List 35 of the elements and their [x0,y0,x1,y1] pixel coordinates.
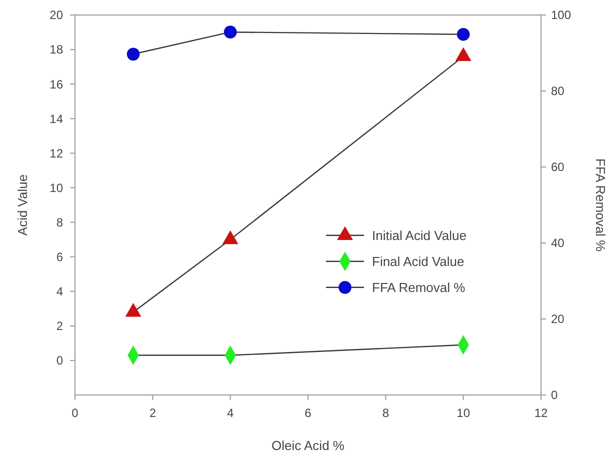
y-tick-label: 14 [50,112,64,126]
legend-label: Initial Acid Value [372,228,466,243]
y-axis-title: Acid Value [15,174,30,236]
y-tick-label: 2 [56,319,64,334]
y2-tick-label: 0 [551,388,558,402]
y2-axis-title: FFA Removal % [593,158,608,252]
y-tick-label: 8 [56,215,64,230]
y2-tick-label: 100 [551,8,572,22]
point [455,47,472,62]
y2-tick-label: 80 [551,84,565,98]
x-tick-label: 6 [304,406,312,420]
point [224,26,237,39]
x-tick-label: 4 [226,406,234,420]
y2-tick-label: 60 [551,160,565,174]
y-tick-label: 16 [50,77,64,92]
point [126,48,140,61]
y-tick-label: 0 [56,354,64,368]
y-tick-label: 10 [50,180,64,195]
x-axis-title: Oleic Acid % [272,438,345,453]
y2-tick-label: 40 [551,236,565,250]
legend-label: FFA Removal % [372,280,466,295]
point [222,230,238,244]
y-tick-label: 6 [56,250,64,264]
point [456,28,470,41]
legend-label: Final Acid Value [372,254,464,269]
y-tick-label: 18 [50,42,64,57]
y2-tick-label: 20 [551,312,565,326]
y-tick-label: 4 [56,284,64,299]
x-tick-label: 10 [456,406,470,420]
y-tick-label: 20 [50,8,64,22]
x-tick-label: 0 [72,406,79,420]
y-tick-label: 12 [50,146,64,160]
x-tick-label: 2 [149,406,156,420]
x-tick-label: 12 [534,406,548,420]
x-tick-label: 8 [382,406,390,420]
